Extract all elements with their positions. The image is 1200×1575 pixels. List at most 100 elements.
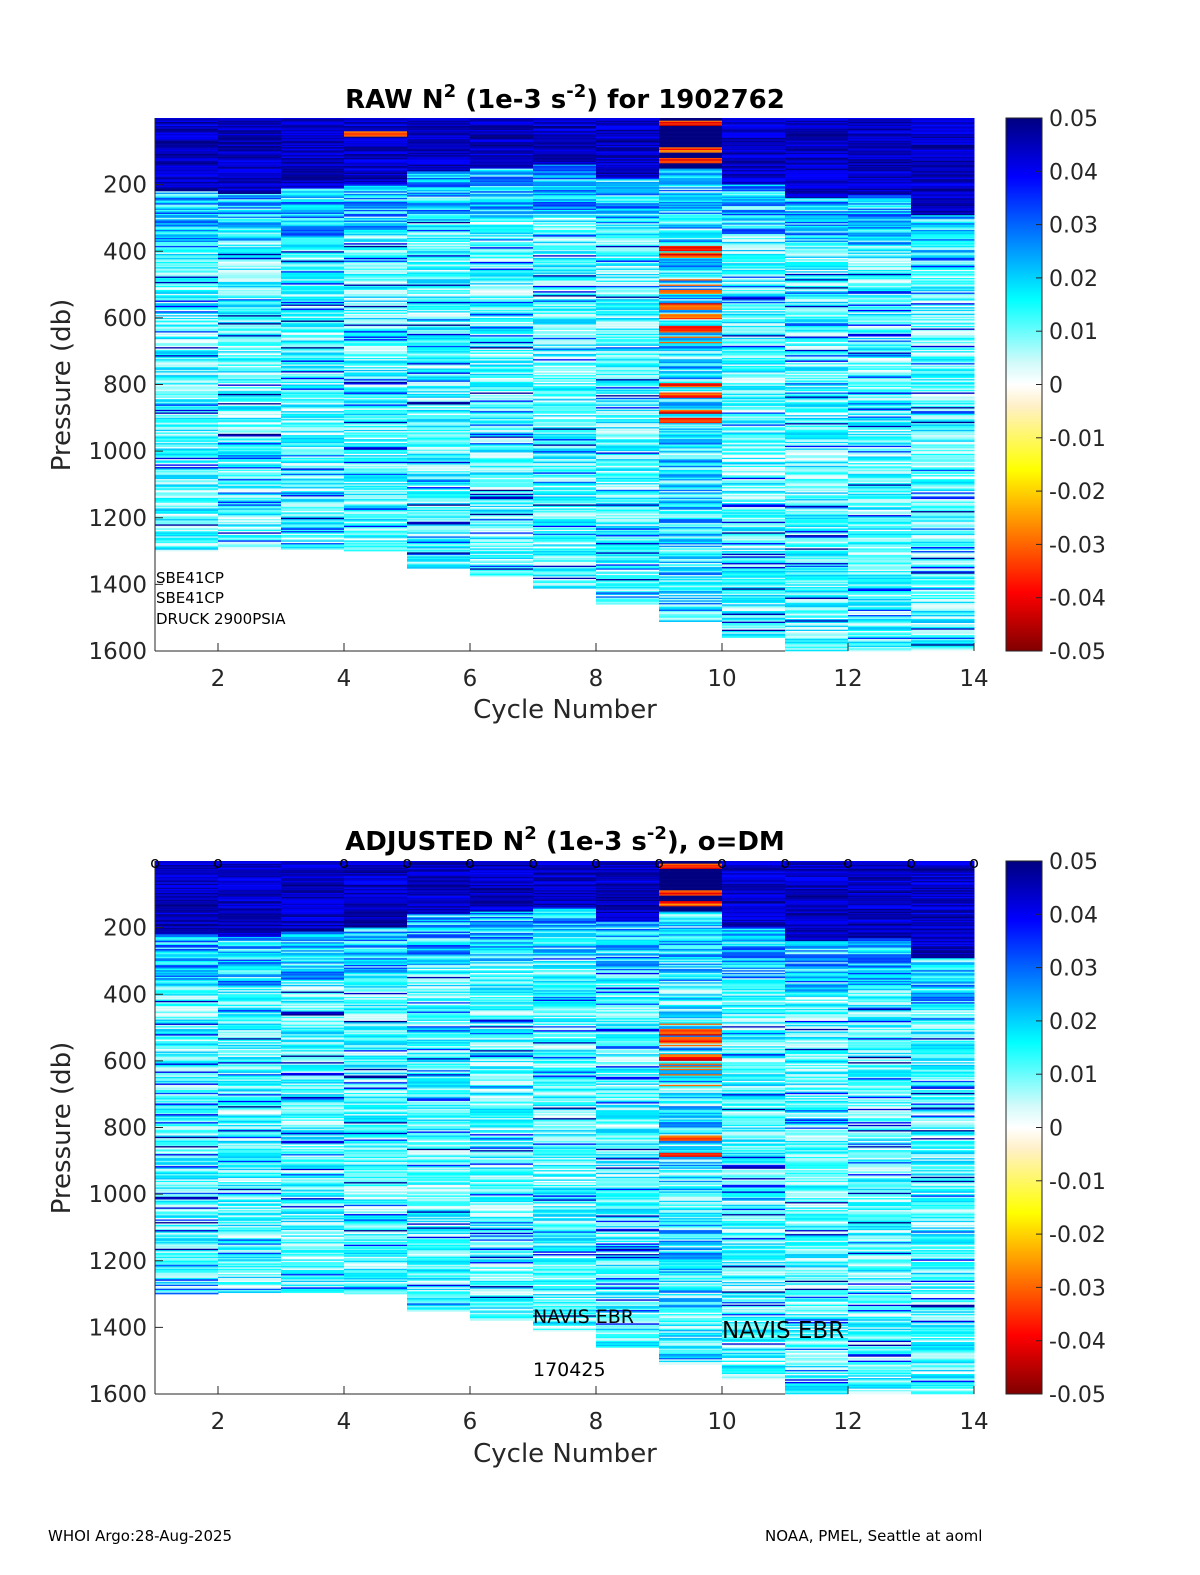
heatmap-cell xyxy=(344,197,408,200)
y-tick-label: 1600 xyxy=(88,639,147,665)
heatmap-cell xyxy=(281,528,345,531)
heatmap-cell xyxy=(470,368,534,371)
heatmap-cell xyxy=(281,131,345,133)
heatmap-cell xyxy=(344,243,408,245)
heatmap-cell xyxy=(470,252,534,255)
heatmap-cell xyxy=(470,161,534,164)
heatmap-cell xyxy=(281,436,345,439)
heatmap-cell xyxy=(218,536,282,539)
heatmap-cell xyxy=(344,429,408,432)
heatmap-cell xyxy=(344,304,408,307)
cycle-column-9 xyxy=(659,118,723,622)
heatmap-cell xyxy=(407,135,471,137)
heatmap-cell xyxy=(155,244,219,247)
heatmap-cell xyxy=(218,441,282,444)
heatmap-cell xyxy=(407,316,471,319)
heatmap-cell xyxy=(281,509,345,512)
heatmap-cell xyxy=(155,335,219,337)
heatmap-cell xyxy=(533,260,597,263)
heatmap-cell xyxy=(407,483,471,485)
heatmap-cell xyxy=(533,384,597,387)
heatmap-cell xyxy=(470,295,534,297)
heatmap-cell xyxy=(470,312,534,315)
heatmap-cell xyxy=(470,280,534,283)
heatmap-cell xyxy=(533,451,597,453)
heatmap-cell xyxy=(344,372,408,375)
heatmap-cell xyxy=(407,118,471,120)
heatmap-cell xyxy=(281,463,345,465)
heatmap-cell xyxy=(281,356,345,359)
heatmap-cell xyxy=(218,400,282,403)
heatmap-cell xyxy=(344,292,408,295)
heatmap-cell xyxy=(533,211,597,213)
heatmap-cell xyxy=(533,349,597,352)
heatmap-cell xyxy=(533,181,597,184)
heatmap-cell xyxy=(470,271,534,273)
heatmap-cell xyxy=(155,220,219,223)
heatmap-cell xyxy=(218,255,282,257)
heatmap-cell xyxy=(533,137,597,140)
heatmap-cell xyxy=(281,421,345,424)
heatmap-cell xyxy=(155,345,219,348)
heatmap-cell xyxy=(281,299,345,301)
heatmap-cell xyxy=(533,135,597,137)
heatmap-cell xyxy=(407,481,471,484)
heatmap-cell xyxy=(533,292,597,295)
heatmap-cell xyxy=(470,527,534,529)
heatmap-cell xyxy=(281,363,345,365)
heatmap-cell xyxy=(218,459,282,461)
colorbar-tick-label: 0.05 xyxy=(1049,107,1098,132)
heatmap-cell xyxy=(344,472,408,475)
heatmap-cell xyxy=(155,177,219,180)
heatmap-cell xyxy=(470,532,534,535)
heatmap-cell xyxy=(470,336,534,339)
heatmap-cell xyxy=(533,180,597,183)
heatmap-cell xyxy=(407,321,471,324)
heatmap-cell xyxy=(281,141,345,144)
heatmap-cell xyxy=(218,496,282,499)
heatmap-cell xyxy=(155,327,219,329)
heatmap-cell xyxy=(218,124,282,127)
heatmap-cell xyxy=(218,393,282,396)
heatmap-cell xyxy=(533,484,597,487)
heatmap-cell xyxy=(218,349,282,352)
heatmap-cell xyxy=(155,360,219,363)
heatmap-cell xyxy=(407,419,471,421)
heatmap-cell xyxy=(470,511,534,513)
heatmap-cell xyxy=(470,159,534,161)
heatmap-cell xyxy=(281,140,345,143)
heatmap-cell xyxy=(407,469,471,472)
heatmap-cell xyxy=(407,553,471,556)
heatmap-cell xyxy=(155,295,219,297)
heatmap-cell xyxy=(281,241,345,244)
heatmap-cell xyxy=(407,132,471,135)
heatmap-cell xyxy=(281,126,345,128)
y-tick-label: 200 xyxy=(103,173,147,199)
heatmap-cell xyxy=(281,148,345,151)
heatmap-cell xyxy=(533,433,597,436)
heatmap-cell xyxy=(470,169,534,172)
heatmap-cell xyxy=(155,377,219,380)
heatmap-cell xyxy=(155,241,219,244)
heatmap-cell xyxy=(407,369,471,372)
heatmap-cell xyxy=(344,311,408,313)
heatmap-cell xyxy=(155,485,219,488)
heatmap-cell xyxy=(407,209,471,212)
heatmap-cell xyxy=(281,540,345,543)
heatmap-cell xyxy=(407,323,471,325)
heatmap-cell xyxy=(407,204,471,207)
heatmap-cell xyxy=(281,267,345,269)
heatmap-cell xyxy=(218,172,282,175)
heatmap-cell xyxy=(344,348,408,351)
heatmap-cell xyxy=(218,356,282,359)
heatmap-cell xyxy=(344,300,408,303)
heatmap-cell xyxy=(344,497,408,500)
heatmap-cell xyxy=(281,464,345,467)
heatmap-cell xyxy=(155,253,219,256)
heatmap-cell xyxy=(470,360,534,363)
heatmap-cell xyxy=(533,167,597,169)
heatmap-cell xyxy=(281,227,345,229)
heatmap-cell xyxy=(470,127,534,129)
heatmap-cell xyxy=(470,208,534,211)
heatmap-cell xyxy=(533,496,597,499)
